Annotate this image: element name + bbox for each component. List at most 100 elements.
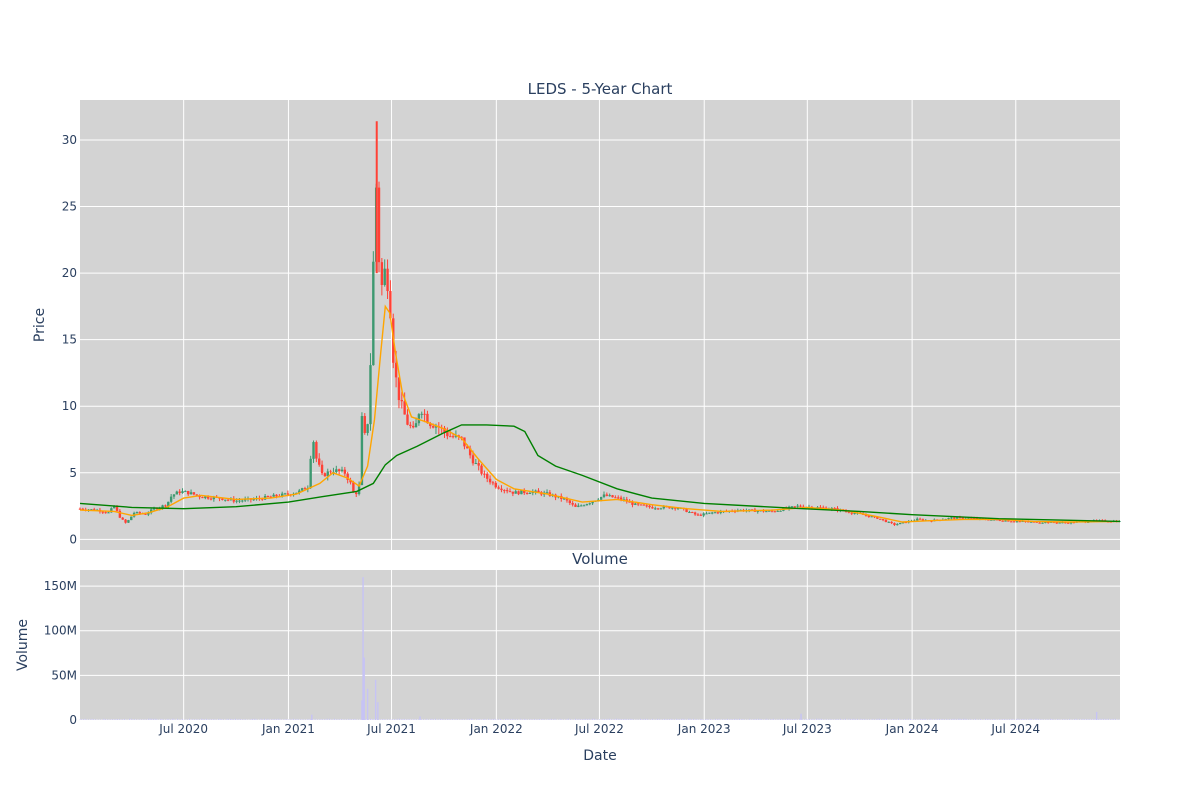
volume-bar bbox=[903, 719, 904, 720]
volume-bar bbox=[974, 718, 976, 720]
volume-bar bbox=[735, 718, 737, 720]
volume-bar bbox=[306, 719, 308, 720]
volume-bar bbox=[681, 718, 682, 720]
volume-bar bbox=[918, 719, 920, 720]
volume-bar bbox=[235, 718, 236, 720]
candlestick bbox=[916, 517, 919, 521]
volume-bar bbox=[544, 719, 546, 720]
candle-body bbox=[298, 490, 301, 493]
volume-bar bbox=[580, 719, 582, 720]
volume-bar bbox=[915, 719, 916, 720]
volume-bar bbox=[438, 718, 440, 720]
candlestick bbox=[423, 409, 426, 423]
volume-bar bbox=[980, 719, 981, 720]
candle-body bbox=[312, 442, 315, 459]
candle-body bbox=[355, 492, 358, 495]
volume-bar bbox=[781, 718, 783, 720]
volume-bar bbox=[956, 719, 957, 720]
volume-bar bbox=[498, 718, 500, 720]
volume-bar bbox=[1077, 719, 1079, 720]
candle-body bbox=[500, 488, 503, 491]
volume-bar bbox=[173, 718, 175, 720]
candle-body bbox=[528, 492, 532, 494]
volume-bar bbox=[98, 719, 100, 720]
volume-bar bbox=[88, 719, 89, 720]
candle-body bbox=[1015, 521, 1019, 523]
candlestick bbox=[654, 506, 657, 510]
volume-bar bbox=[1058, 719, 1060, 720]
volume-bar bbox=[874, 719, 875, 720]
candle-body bbox=[503, 490, 506, 492]
volume-bar bbox=[176, 718, 178, 720]
volume-bar bbox=[795, 718, 797, 720]
volume-bar bbox=[725, 719, 727, 720]
volume-bar bbox=[270, 719, 272, 720]
volume-bar bbox=[1027, 719, 1029, 720]
volume-bar bbox=[443, 719, 445, 720]
candle-body bbox=[853, 513, 856, 515]
candle-body bbox=[349, 479, 352, 483]
candle-body bbox=[947, 518, 950, 520]
candlestick bbox=[773, 510, 777, 513]
candlestick bbox=[377, 181, 381, 273]
volume-bar bbox=[604, 719, 605, 720]
candle-body bbox=[204, 496, 207, 499]
volume-bar bbox=[448, 719, 450, 720]
candlestick bbox=[639, 504, 643, 506]
candle-body bbox=[232, 498, 235, 502]
candle-body bbox=[671, 507, 674, 509]
candlestick bbox=[696, 513, 700, 516]
price-y-axis-label: Price bbox=[32, 308, 48, 342]
volume-bar bbox=[1082, 718, 1084, 720]
volume-bar bbox=[339, 719, 341, 720]
volume-bar bbox=[693, 718, 694, 720]
candlestick bbox=[266, 495, 270, 498]
volume-spike-bar bbox=[377, 702, 379, 720]
candle-body bbox=[716, 512, 720, 514]
volume-bar bbox=[457, 719, 459, 720]
volume-bar bbox=[1005, 719, 1007, 720]
candle-body bbox=[770, 510, 774, 512]
volume-bar bbox=[226, 718, 228, 720]
volume-bar bbox=[491, 718, 493, 720]
candlestick bbox=[189, 489, 193, 495]
volume-bar bbox=[722, 719, 723, 720]
candle-body bbox=[187, 490, 190, 495]
candle-body bbox=[876, 516, 879, 519]
volume-bar bbox=[134, 719, 136, 720]
candlestick bbox=[178, 489, 181, 496]
volume-bar bbox=[341, 718, 342, 720]
volume-bar bbox=[506, 718, 508, 720]
candle-body bbox=[961, 517, 965, 519]
volume-bar bbox=[581, 719, 583, 720]
candlestick bbox=[187, 490, 190, 496]
candle-body bbox=[406, 414, 409, 425]
volume-bar bbox=[1002, 718, 1004, 720]
volume-bar bbox=[1092, 719, 1094, 720]
candlestick bbox=[799, 504, 802, 508]
candlestick bbox=[896, 523, 899, 526]
candlestick bbox=[577, 503, 580, 508]
volume-bar bbox=[978, 719, 980, 720]
volume-bar bbox=[928, 719, 930, 720]
volume-bar bbox=[614, 718, 616, 720]
candlestick bbox=[500, 485, 503, 493]
volume-bar bbox=[822, 719, 824, 720]
volume-bar bbox=[768, 719, 769, 720]
candle-body bbox=[881, 519, 885, 521]
candlestick bbox=[309, 455, 312, 490]
volume-bar bbox=[124, 718, 125, 720]
candle-body bbox=[517, 491, 520, 495]
candlestick bbox=[343, 466, 347, 477]
price-plot-area bbox=[80, 100, 1120, 550]
volume-bar bbox=[599, 719, 600, 720]
volume-bar bbox=[995, 719, 997, 720]
volume-bar bbox=[477, 718, 479, 720]
volume-bars bbox=[79, 577, 1120, 720]
volume-bar bbox=[771, 719, 773, 720]
volume-bar bbox=[727, 718, 728, 720]
volume-bar bbox=[1026, 719, 1027, 720]
volume-bar bbox=[115, 718, 117, 720]
candlestick bbox=[474, 458, 478, 465]
volume-bar bbox=[388, 719, 390, 720]
